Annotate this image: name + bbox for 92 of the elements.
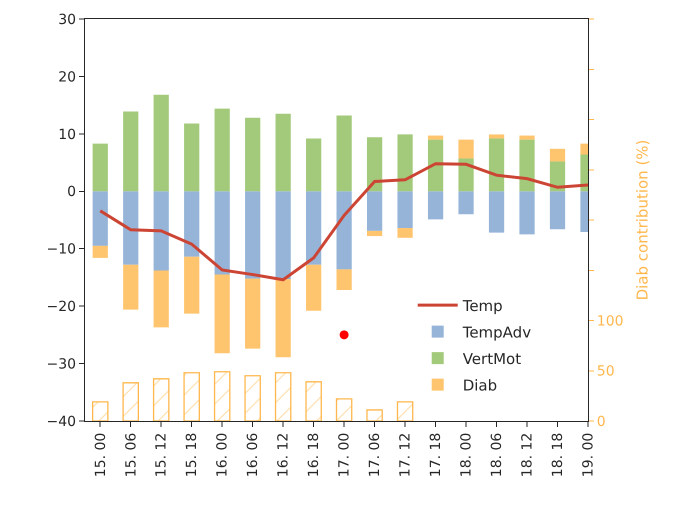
- bar: [488, 134, 504, 138]
- y-tick-label: −40: [46, 414, 76, 430]
- y-tick-label: −10: [46, 242, 76, 258]
- y-tick-label: 20: [58, 69, 76, 86]
- bar: [276, 114, 291, 192]
- legend-label: TempAdv: [462, 324, 532, 342]
- bar: [397, 228, 413, 238]
- bar: [458, 140, 474, 159]
- bar: [245, 191, 260, 279]
- x-tick-label: 15. 06: [123, 432, 140, 478]
- bar: [488, 191, 504, 233]
- bar: [244, 375, 261, 421]
- bar: [366, 230, 382, 236]
- bar: [214, 274, 230, 354]
- bar: [245, 118, 260, 192]
- bar: [214, 108, 230, 192]
- bar: [274, 372, 292, 421]
- bar: [123, 111, 138, 192]
- bar: [550, 148, 566, 162]
- bar: [336, 191, 352, 270]
- x-tick-label: 15. 00: [92, 432, 109, 478]
- x-tick-label: 18. 06: [489, 432, 506, 478]
- bar: [428, 140, 444, 192]
- x-tick-label: 18. 18: [550, 432, 566, 478]
- bar: [519, 140, 535, 192]
- bar: [154, 191, 169, 271]
- bar: [214, 191, 230, 275]
- bar: [397, 191, 413, 228]
- y-tick-label: −20: [46, 299, 76, 316]
- bar: [92, 191, 108, 246]
- bar: [152, 378, 170, 421]
- y-tick-label: 30: [58, 12, 76, 28]
- bar: [154, 270, 169, 328]
- bar: [458, 158, 474, 192]
- bar: [428, 191, 444, 220]
- bar: [123, 264, 138, 310]
- x-tick-label: 17. 12: [398, 432, 414, 478]
- x-tick-label: 17. 18: [428, 432, 444, 478]
- bar: [92, 401, 109, 421]
- y-tick-label: 0: [67, 184, 76, 200]
- bar: [458, 191, 474, 214]
- x-tick-label: 15. 12: [154, 432, 170, 478]
- y2-tick-label: 0: [596, 414, 606, 430]
- y2-axis-title: Diab contribution (%): [634, 140, 652, 300]
- bar: [336, 398, 352, 421]
- bar: [276, 191, 291, 280]
- x-tick-label: 16. 12: [276, 432, 292, 478]
- bar: [366, 409, 383, 421]
- bar: [519, 191, 535, 234]
- bar: [306, 191, 322, 265]
- y-tick-label: 10: [58, 126, 76, 143]
- bar: [366, 137, 382, 192]
- legend-label: Temp: [462, 297, 503, 315]
- x-tick-label: 17. 00: [336, 432, 353, 478]
- x-tick-label: 16. 18: [306, 432, 322, 478]
- x-tick-label: 19. 00: [580, 432, 597, 478]
- legend-label: Diab: [462, 376, 498, 394]
- bar: [397, 134, 413, 192]
- line-series: [98, 162, 588, 282]
- bar: [184, 256, 200, 314]
- bar: [305, 381, 322, 421]
- x-tick-label: 17. 06: [367, 432, 384, 478]
- x-tick-label: 18. 12: [520, 432, 536, 478]
- bar: [306, 138, 322, 192]
- bar: [122, 382, 139, 421]
- bar: [276, 279, 291, 358]
- bar: [154, 94, 169, 192]
- bar: [214, 371, 230, 421]
- bar: [184, 191, 200, 257]
- y2-tick-label: 100: [596, 313, 624, 330]
- bar: [336, 115, 352, 192]
- bar: [184, 124, 200, 192]
- bar: [245, 278, 260, 349]
- bar: [92, 144, 108, 192]
- bar: [396, 401, 414, 421]
- bar: [428, 136, 444, 140]
- bar: [306, 264, 322, 311]
- y2-tick-label: 50: [596, 364, 615, 380]
- x-tick-label: 18. 00: [458, 432, 475, 478]
- bar: [519, 136, 535, 140]
- bar: [488, 138, 504, 192]
- bar: [366, 191, 382, 231]
- bar: [92, 246, 108, 258]
- x-tick-label: 15. 18: [184, 432, 200, 478]
- x-tick-label: 16. 06: [245, 432, 262, 478]
- legend-label: VertMot: [462, 350, 522, 368]
- bar: [183, 372, 200, 421]
- y-tick-label: −30: [46, 356, 76, 372]
- bar: [123, 191, 138, 265]
- bar: [336, 269, 352, 290]
- bar: [550, 191, 566, 230]
- x-tick-label: 16. 00: [214, 432, 231, 478]
